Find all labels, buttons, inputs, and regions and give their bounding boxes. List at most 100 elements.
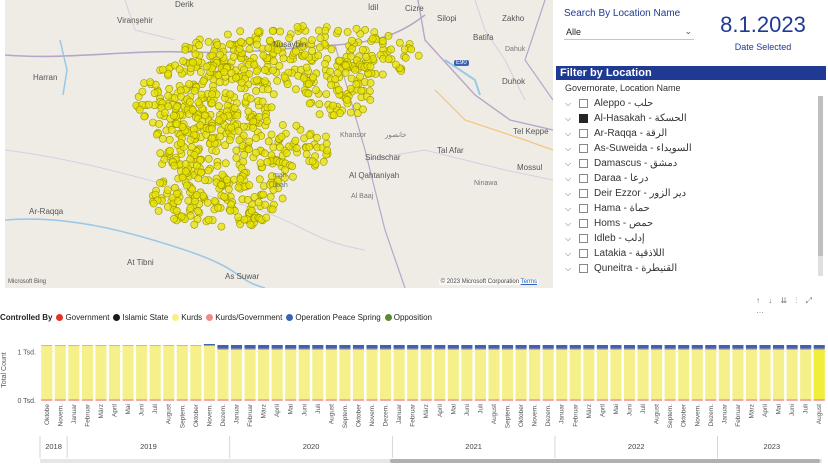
location-point[interactable]: [166, 85, 173, 92]
location-point[interactable]: [279, 195, 286, 202]
chevron-down-icon[interactable]: ⌵: [565, 189, 579, 199]
bar-segment[interactable]: [434, 349, 445, 350]
bar-segment[interactable]: [136, 345, 147, 399]
checkbox[interactable]: [579, 219, 588, 228]
bar-segment[interactable]: [516, 350, 527, 400]
location-point[interactable]: [193, 192, 200, 199]
location-point[interactable]: [246, 46, 253, 53]
bar-segment[interactable]: [773, 350, 784, 400]
bar-segment[interactable]: [123, 345, 134, 399]
chart-toolbar-icons[interactable]: ↑ ↓ ⇊ ⫶ ⤢ …: [756, 296, 828, 315]
location-point[interactable]: [221, 69, 228, 76]
bar-segment[interactable]: [109, 345, 120, 399]
location-point[interactable]: [369, 35, 376, 42]
location-point[interactable]: [344, 28, 351, 35]
bar-segment[interactable]: [285, 400, 296, 401]
location-point[interactable]: [227, 91, 234, 98]
bar-segment[interactable]: [678, 400, 689, 401]
bar-segment[interactable]: [516, 345, 527, 349]
location-point[interactable]: [284, 81, 291, 88]
bar-segment[interactable]: [136, 400, 147, 401]
bar-segment[interactable]: [692, 349, 703, 350]
location-point[interactable]: [235, 127, 242, 134]
checkbox[interactable]: [579, 99, 588, 108]
location-point[interactable]: [182, 160, 189, 167]
location-point[interactable]: [197, 169, 204, 176]
terms-link[interactable]: Terms: [521, 279, 537, 285]
location-point[interactable]: [205, 155, 212, 162]
chevron-down-icon[interactable]: ⌵: [565, 234, 579, 244]
bar-segment[interactable]: [407, 345, 418, 349]
location-point[interactable]: [392, 61, 399, 68]
location-point[interactable]: [260, 191, 267, 198]
location-point[interactable]: [254, 77, 261, 84]
bar-segment[interactable]: [353, 350, 364, 400]
bar-segment[interactable]: [312, 350, 323, 400]
bar-segment[interactable]: [624, 350, 635, 400]
bar-segment[interactable]: [488, 345, 499, 349]
location-point[interactable]: [211, 198, 218, 205]
bar-segment[interactable]: [41, 345, 52, 399]
bar-segment[interactable]: [461, 345, 472, 349]
location-point[interactable]: [396, 39, 403, 46]
bar-segment[interactable]: [732, 349, 743, 350]
location-point[interactable]: [265, 45, 272, 52]
checkbox[interactable]: [579, 129, 588, 138]
location-point[interactable]: [256, 176, 263, 183]
bar-segment[interactable]: [41, 345, 52, 346]
bar-segment[interactable]: [394, 400, 405, 401]
bar-segment[interactable]: [638, 345, 649, 349]
bar-segment[interactable]: [394, 350, 405, 400]
bar-segment[interactable]: [217, 350, 228, 400]
bar-segment[interactable]: [272, 349, 283, 350]
chevron-down-icon[interactable]: ⌵: [565, 144, 579, 154]
location-point[interactable]: [186, 98, 193, 105]
bar-segment[interactable]: [583, 345, 594, 349]
bar-segment[interactable]: [380, 349, 391, 350]
location-point[interactable]: [198, 91, 205, 98]
bar-segment[interactable]: [68, 345, 79, 346]
bar-segment[interactable]: [610, 345, 621, 349]
location-point[interactable]: [139, 88, 146, 95]
location-point[interactable]: [310, 74, 317, 81]
location-point[interactable]: [316, 44, 323, 51]
location-point[interactable]: [189, 59, 196, 66]
bar-segment[interactable]: [231, 349, 242, 350]
location-point[interactable]: [155, 207, 162, 214]
location-point[interactable]: [218, 181, 225, 188]
location-point[interactable]: [173, 103, 180, 110]
location-point[interactable]: [208, 100, 215, 107]
location-point[interactable]: [309, 47, 316, 54]
legend-item[interactable]: Operation Peace Spring: [286, 313, 380, 322]
location-point[interactable]: [335, 27, 342, 34]
map-visual[interactable]: Derik İdil Cizre Viranşehir Silopi Zakho…: [5, 0, 553, 288]
bar-segment[interactable]: [285, 345, 296, 349]
location-point[interactable]: [221, 193, 228, 200]
location-point[interactable]: [323, 140, 330, 147]
bar-segment[interactable]: [787, 400, 798, 401]
location-point[interactable]: [251, 61, 258, 68]
location-point[interactable]: [270, 58, 277, 65]
location-point[interactable]: [347, 53, 354, 60]
location-point[interactable]: [292, 86, 299, 93]
location-point[interactable]: [320, 158, 327, 165]
filter-scrollbar-thumb[interactable]: [818, 96, 823, 256]
location-point[interactable]: [216, 79, 223, 86]
location-point[interactable]: [316, 101, 323, 108]
location-point[interactable]: [353, 25, 360, 32]
location-point[interactable]: [247, 221, 254, 228]
bar-segment[interactable]: [746, 350, 757, 400]
location-point[interactable]: [268, 131, 275, 138]
location-point[interactable]: [264, 86, 271, 93]
location-point[interactable]: [254, 28, 261, 35]
bar-segment[interactable]: [150, 345, 161, 346]
bar-segment[interactable]: [705, 345, 716, 349]
location-point[interactable]: [230, 176, 237, 183]
location-point[interactable]: [166, 136, 173, 143]
filter-item[interactable]: ⌵ Hama - حماة: [565, 201, 815, 216]
bar-segment[interactable]: [245, 350, 256, 400]
bar-segment[interactable]: [339, 345, 350, 349]
bar-segment[interactable]: [678, 349, 689, 350]
location-point[interactable]: [293, 145, 300, 152]
location-point[interactable]: [238, 79, 245, 86]
